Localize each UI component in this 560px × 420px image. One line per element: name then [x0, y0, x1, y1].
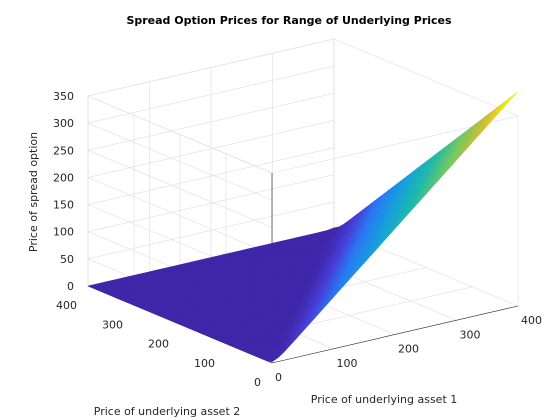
surface: [87, 91, 519, 363]
z-tick-label: 0: [67, 280, 74, 293]
x-tick-label: 100: [337, 357, 358, 370]
x-axis-line: [271, 305, 519, 364]
y-tick-label: 400: [56, 299, 77, 312]
axes-box-edge: [87, 38, 335, 97]
z-tick-label: 250: [53, 144, 74, 157]
y-tick-label: 0: [254, 376, 261, 389]
x-axis-label: Price of underlying asset 1: [311, 393, 458, 406]
y-tick-label: 300: [102, 318, 123, 331]
y-tick-label: 200: [148, 338, 169, 351]
x-tick-label: 200: [398, 343, 419, 356]
y-axis-label: Price of underlying asset 2: [94, 405, 241, 418]
z-tick-label: 100: [53, 226, 74, 239]
chart-title: Spread Option Prices for Range of Underl…: [126, 14, 452, 27]
surface-patch: [507, 91, 519, 103]
z-tick-label: 200: [53, 171, 74, 184]
z-axis-label: Price of spread option: [27, 132, 40, 252]
x-tick-label: 0: [275, 371, 282, 384]
x-tick-label: 300: [460, 328, 481, 341]
z-tick-label: 350: [53, 90, 74, 103]
axes-box-edge: [333, 38, 519, 117]
z-tick-label: 150: [53, 199, 74, 212]
z-tick-label: 50: [60, 253, 74, 266]
x-tick-label: 400: [521, 314, 542, 327]
y-tick-label: 100: [194, 357, 215, 370]
z-tick-label: 300: [53, 117, 74, 130]
axes-box-edge: [87, 95, 273, 174]
tick-labels: 0 100 200 300 400 0 100 200 300 400 0 50 100 150 200 25…: [53, 90, 542, 389]
